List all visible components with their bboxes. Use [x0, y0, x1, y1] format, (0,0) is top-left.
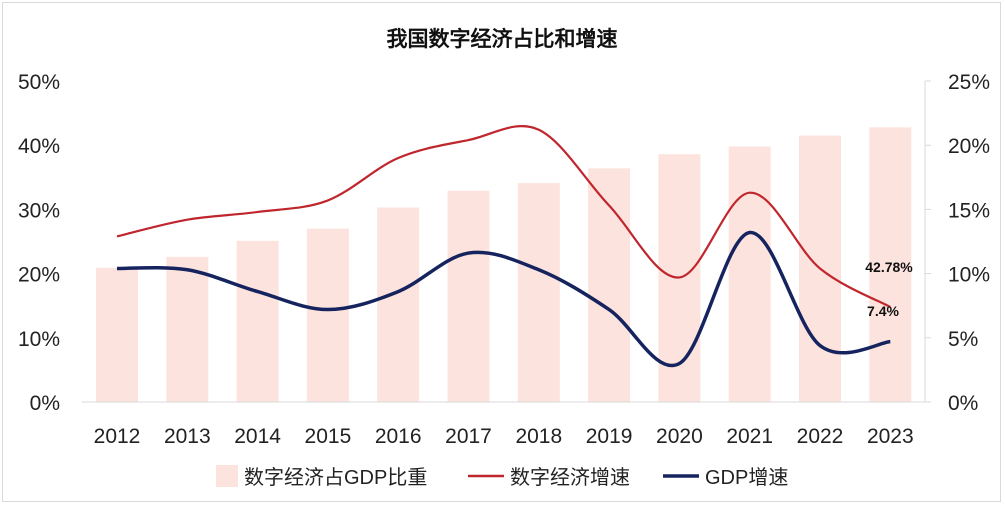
x-tick-label: 2013: [164, 425, 211, 448]
left-tick-label: 20%: [18, 264, 60, 287]
legend: 数字经济占GDP比重 数字经济增速 GDP增速: [216, 465, 788, 489]
right-tick-label: 5%: [948, 328, 978, 351]
x-tick-label: 2015: [305, 425, 352, 448]
bar-2021: [728, 146, 771, 402]
left-tick-label: 30%: [18, 199, 60, 222]
x-tick-label: 2023: [867, 425, 914, 448]
x-tick-label: 2018: [515, 425, 562, 448]
line-gdp-growth: [116, 230, 891, 368]
bar-2023: [869, 127, 912, 402]
x-tick-label: 2014: [234, 425, 281, 448]
line-digital-economy-growth: [116, 125, 891, 308]
bar-2015: [306, 228, 349, 402]
x-tick-label: 2012: [94, 425, 141, 448]
x-tick-label: 2022: [797, 425, 844, 448]
x-tick-label: 2021: [726, 425, 773, 448]
data-label-bar-2023: 42.78%: [865, 259, 913, 275]
right-tick-label: 15%: [948, 199, 990, 222]
bar-2013: [166, 256, 209, 402]
bar-2012: [96, 267, 138, 402]
legend-label-bar: 数字经济占GDP比重: [244, 466, 427, 489]
data-label-line-2023: 7.4%: [867, 303, 899, 319]
legend-label-gdp-growth: GDP增速: [705, 466, 788, 489]
x-tick-label: 2016: [375, 425, 422, 448]
legend-swatch-bar: [216, 465, 238, 487]
bar-2019: [588, 168, 631, 402]
left-tick-label: 50%: [18, 71, 60, 94]
right-tick-label: 20%: [948, 135, 990, 158]
x-tick-label: 2017: [445, 425, 492, 448]
left-tick-label: 40%: [18, 135, 60, 158]
x-tick-label: 2020: [656, 425, 703, 448]
chart-title: 我国数字经济占比和增速: [387, 27, 618, 51]
right-tick-label: 0%: [948, 392, 978, 415]
x-tick-label: 2019: [586, 425, 633, 448]
bar-2016: [377, 207, 420, 402]
right-tick-label: 10%: [948, 264, 990, 287]
left-tick-label: 10%: [18, 328, 60, 351]
bar-2018: [517, 183, 560, 402]
legend-label-digital-growth: 数字经济增速: [510, 466, 630, 489]
bar-2017: [447, 190, 490, 402]
right-tick-label: 25%: [948, 71, 990, 94]
left-tick-label: 0%: [30, 392, 60, 415]
bar-2014: [236, 240, 279, 402]
